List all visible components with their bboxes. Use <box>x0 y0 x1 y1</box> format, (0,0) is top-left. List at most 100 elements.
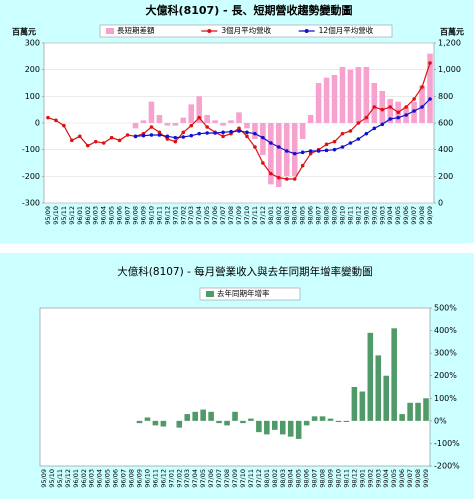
line-marker <box>221 134 225 139</box>
bar <box>204 115 210 123</box>
bar <box>323 77 330 123</box>
bar <box>299 123 306 139</box>
line-marker <box>205 131 209 135</box>
bar <box>287 420 294 437</box>
x-tick-label: 98/07 <box>315 206 323 225</box>
x-tick-label: 98/10 <box>338 206 346 225</box>
x-tick-label: 97/02 <box>179 206 187 225</box>
line-marker <box>284 177 289 181</box>
line-marker <box>292 177 297 181</box>
bar <box>371 83 378 123</box>
bar <box>363 67 370 123</box>
x-tick-label: 97/09 <box>231 469 239 488</box>
bar <box>407 402 413 421</box>
bar <box>212 120 218 123</box>
x-tick-label: 99/07 <box>410 206 418 225</box>
bar <box>307 115 314 123</box>
bar <box>256 420 262 433</box>
x-tick-label: 95/09 <box>44 206 52 225</box>
line-marker <box>213 131 217 135</box>
line-marker <box>372 105 377 109</box>
y-tick-label: 400 <box>438 145 453 154</box>
bar <box>375 355 382 421</box>
line-marker <box>46 115 50 120</box>
x-tick-label: 96/05 <box>108 206 116 225</box>
line-marker <box>316 149 321 153</box>
line-marker <box>300 163 305 168</box>
x-tick-label: 97/11 <box>247 469 255 488</box>
bar <box>415 402 421 421</box>
line-marker <box>149 133 154 137</box>
bar <box>152 420 159 426</box>
line-marker <box>189 123 194 128</box>
x-tick-label: 97/04 <box>191 469 199 488</box>
x-tick-label: 97/05 <box>199 469 207 488</box>
line-marker <box>125 133 130 137</box>
bar <box>164 123 171 126</box>
y-tick-label: 300 <box>25 39 40 48</box>
bar <box>252 123 258 139</box>
line-marker <box>205 125 209 129</box>
line-marker <box>141 133 146 138</box>
line-marker <box>412 109 416 113</box>
bar <box>244 123 250 129</box>
x-tick-label: 97/01 <box>171 206 179 225</box>
x-tick-label: 96/05 <box>104 469 112 488</box>
x-tick-label: 96/09 <box>135 469 143 488</box>
bar <box>188 104 195 123</box>
x-tick-label: 99/05 <box>390 469 398 488</box>
x-tick-label: 99/08 <box>418 206 426 225</box>
y-tick-label: 500% <box>434 304 457 313</box>
y-tick-label: 200 <box>25 65 40 74</box>
x-tick-label: 96/07 <box>124 206 132 225</box>
line-marker <box>245 134 249 139</box>
line-marker <box>237 126 241 131</box>
line-marker <box>324 148 329 153</box>
x-tick-label: 98/06 <box>307 206 315 225</box>
x-tick-label: 97/09 <box>235 206 243 225</box>
x-tick-label: 98/08 <box>319 469 327 488</box>
x-tick-label: 96/10 <box>143 469 151 488</box>
x-tick-label: 96/12 <box>163 206 171 225</box>
line-marker <box>420 85 424 89</box>
legend-swatch <box>206 291 214 297</box>
x-tick-label: 98/09 <box>331 206 339 225</box>
chart-title: 大億科(8107) - 長、短期營收趨勢變動圖 <box>146 3 353 17</box>
x-tick-label: 96/03 <box>92 206 100 225</box>
line-marker <box>324 142 329 147</box>
line-marker <box>157 130 162 135</box>
bar <box>359 391 366 421</box>
bar <box>387 99 394 123</box>
bar <box>339 67 346 123</box>
line-marker <box>308 151 313 156</box>
y-tick-label: -300 <box>22 199 40 208</box>
bar <box>379 91 386 123</box>
x-tick-label: 98/03 <box>279 469 287 488</box>
bar <box>272 420 278 430</box>
x-tick-label: 98/01 <box>263 469 271 488</box>
x-tick-label: 99/03 <box>374 469 382 488</box>
x-tick-label: 98/06 <box>303 469 311 488</box>
line-marker <box>348 141 353 145</box>
bar <box>216 420 222 424</box>
bar <box>343 420 350 422</box>
x-tick-label: 97/10 <box>239 469 247 488</box>
line-marker <box>197 115 202 120</box>
line-marker <box>93 139 98 144</box>
line-marker <box>70 138 74 143</box>
bar <box>208 411 214 421</box>
x-tick-label: 98/04 <box>287 469 295 488</box>
bar <box>331 75 338 123</box>
line-marker <box>396 110 400 115</box>
y-tick-label: 200% <box>434 371 457 380</box>
bar <box>268 123 274 185</box>
x-tick-label: 99/08 <box>414 469 422 488</box>
line-marker <box>149 125 154 129</box>
y-tick-label: 300% <box>434 349 457 358</box>
line-marker <box>412 97 416 101</box>
x-tick-label: 99/06 <box>398 469 406 488</box>
x-tick-label: 96/06 <box>112 469 120 488</box>
line-marker <box>197 131 202 136</box>
